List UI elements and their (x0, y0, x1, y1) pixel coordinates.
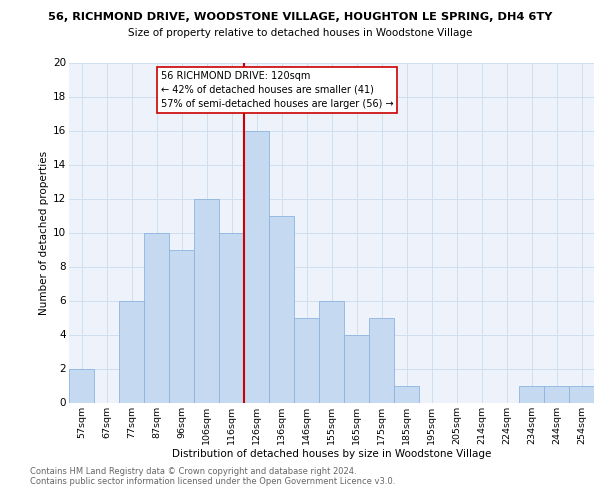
Bar (569, 386, 594, 402)
Bar (169, 250, 194, 402)
Bar (519, 386, 544, 402)
Bar (244, 130, 269, 402)
Bar (119, 300, 144, 402)
Bar (394, 386, 419, 402)
Text: Contains public sector information licensed under the Open Government Licence v3: Contains public sector information licen… (30, 477, 395, 486)
Y-axis label: Number of detached properties: Number of detached properties (39, 150, 49, 314)
Bar (319, 300, 344, 402)
Bar (219, 232, 244, 402)
Text: Size of property relative to detached houses in Woodstone Village: Size of property relative to detached ho… (128, 28, 472, 38)
Bar (294, 318, 319, 402)
Bar (344, 334, 369, 402)
Text: Contains HM Land Registry data © Crown copyright and database right 2024.: Contains HM Land Registry data © Crown c… (30, 467, 356, 476)
Bar (369, 318, 394, 402)
Text: 56 RICHMOND DRIVE: 120sqm
← 42% of detached houses are smaller (41)
57% of semi-: 56 RICHMOND DRIVE: 120sqm ← 42% of detac… (161, 71, 394, 109)
X-axis label: Distribution of detached houses by size in Woodstone Village: Distribution of detached houses by size … (172, 449, 491, 459)
Bar (194, 198, 219, 402)
Bar (544, 386, 569, 402)
Bar (144, 232, 169, 402)
Text: 56, RICHMOND DRIVE, WOODSTONE VILLAGE, HOUGHTON LE SPRING, DH4 6TY: 56, RICHMOND DRIVE, WOODSTONE VILLAGE, H… (48, 12, 552, 22)
Bar (269, 216, 294, 402)
Bar (69, 368, 94, 402)
